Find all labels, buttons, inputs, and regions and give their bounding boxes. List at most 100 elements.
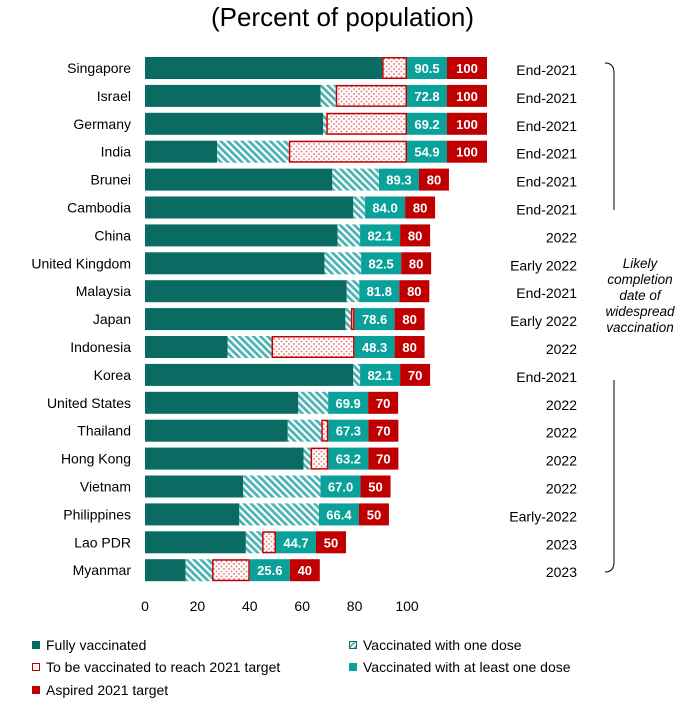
bar-one-dose bbox=[353, 196, 366, 219]
completion-date-label: 2023 bbox=[546, 536, 577, 552]
completion-date-label: End-2021 bbox=[516, 369, 577, 385]
aspired-target-label: 40 bbox=[298, 563, 312, 578]
aspired-target-label: 80 bbox=[402, 340, 416, 355]
bar-one-dose bbox=[323, 112, 327, 135]
category-label: Indonesia bbox=[70, 339, 131, 355]
bar-at-least-one-dose bbox=[360, 224, 401, 247]
vaccination-bar-chart: Singapore 90.5 100 End-2021 Israel 72.8 100 End… bbox=[31, 57, 615, 614]
bar-fully-vaccinated bbox=[145, 112, 324, 135]
bar-one-dose bbox=[287, 419, 322, 442]
completion-date-label: Early 2022 bbox=[510, 313, 577, 329]
bar-aspired-target bbox=[399, 280, 430, 303]
bar-at-least-one-dose bbox=[407, 140, 447, 163]
x-tick-label: 40 bbox=[242, 598, 258, 614]
bar-at-least-one-dose bbox=[320, 475, 361, 498]
bar-aspired-target bbox=[447, 112, 487, 135]
category-label: Thailand bbox=[77, 423, 131, 439]
bar-fully-vaccinated bbox=[145, 57, 383, 79]
bar-at-least-one-dose bbox=[328, 419, 369, 442]
bar-at-least-one-dose bbox=[407, 57, 447, 79]
aspired-target-label: 100 bbox=[456, 89, 478, 104]
x-tick-label: 100 bbox=[395, 598, 419, 614]
bar-aspired-target bbox=[360, 475, 391, 498]
bar-at-least-one-dose bbox=[249, 559, 290, 582]
bar-fully-vaccinated bbox=[145, 531, 246, 554]
completion-date-label: Early 2022 bbox=[510, 257, 577, 273]
category-label: Japan bbox=[93, 311, 131, 327]
aspired-target-label: 80 bbox=[407, 284, 421, 299]
bar-to-be-vaccinated bbox=[271, 336, 355, 358]
aspired-target-label: 70 bbox=[376, 424, 390, 439]
bar-at-least-one-dose bbox=[378, 168, 419, 191]
aspired-target-label: 80 bbox=[427, 173, 441, 188]
bar-at-least-one-dose bbox=[365, 196, 406, 219]
bar-fully-vaccinated bbox=[145, 196, 354, 219]
bar-at-least-one-dose bbox=[354, 308, 395, 331]
bar-fully-vaccinated bbox=[145, 391, 299, 414]
at-least-one-dose-label: 82.1 bbox=[367, 228, 392, 243]
at-least-one-dose-label: 89.3 bbox=[386, 173, 411, 188]
bar-to-be-vaccinated bbox=[212, 559, 250, 582]
category-label: Brunei bbox=[91, 172, 131, 188]
at-least-one-dose-label: 82.5 bbox=[368, 256, 393, 271]
bar-one-dose bbox=[324, 252, 362, 275]
bar-at-least-one-dose bbox=[360, 363, 401, 386]
category-label: Israel bbox=[97, 88, 131, 104]
to-be-vaccinated-swatch bbox=[32, 663, 40, 671]
at-least-one-dose-label: 63.2 bbox=[336, 452, 361, 467]
completion-date-label: 2022 bbox=[546, 453, 577, 469]
category-label: Germany bbox=[73, 116, 131, 132]
completion-date-label: 2022 bbox=[546, 341, 577, 357]
completion-date-label: End-2021 bbox=[516, 285, 577, 301]
bar-one-dose bbox=[332, 168, 379, 191]
bar-aspired-target bbox=[368, 391, 399, 414]
at-least-one-dose-label: 84.0 bbox=[372, 201, 397, 216]
bar-one-dose bbox=[245, 531, 263, 554]
bar-fully-vaccinated bbox=[145, 84, 321, 107]
legend-one-dose: Vaccinated with one dose bbox=[349, 637, 522, 653]
at-least-one-dose-label: 90.5 bbox=[414, 61, 439, 76]
legend-label: Vaccinated with at least one dose bbox=[363, 659, 571, 675]
completion-date-label: End-2021 bbox=[516, 62, 577, 78]
bar-one-dose bbox=[217, 140, 289, 163]
bar-one-dose bbox=[346, 280, 360, 303]
x-tick-label: 20 bbox=[190, 598, 206, 614]
category-label: Singapore bbox=[67, 60, 131, 76]
category-label: India bbox=[101, 144, 132, 160]
aspired-target-label: 70 bbox=[408, 368, 422, 383]
completion-date-label: Early-2022 bbox=[509, 508, 577, 524]
completion-date-label: 2022 bbox=[546, 397, 577, 413]
bar-aspired-target bbox=[400, 224, 431, 247]
legend-at-least-one: Vaccinated with at least one dose bbox=[349, 659, 571, 675]
at-least-one-dose-label: 44.7 bbox=[283, 535, 308, 550]
bar-aspired-target bbox=[401, 252, 432, 275]
completion-date-label: 2022 bbox=[546, 229, 577, 245]
bar-fully-vaccinated bbox=[145, 224, 338, 247]
legend-label: Aspired 2021 target bbox=[46, 682, 169, 698]
at-least-one-dose-label: 81.8 bbox=[367, 284, 392, 299]
bar-aspired-target bbox=[316, 531, 346, 554]
at-least-one-dose-label: 69.9 bbox=[335, 396, 360, 411]
bar-fully-vaccinated bbox=[145, 168, 333, 191]
category-label: China bbox=[94, 227, 131, 243]
fully-vaccinated-swatch bbox=[32, 641, 40, 649]
at-least-one-dose-label: 66.4 bbox=[326, 507, 352, 522]
bar-fully-vaccinated bbox=[145, 559, 186, 582]
bar-fully-vaccinated bbox=[145, 447, 304, 470]
at-least-one-dose-label: 67.3 bbox=[336, 424, 361, 439]
bar-fully-vaccinated bbox=[145, 419, 288, 442]
bar-to-be-vaccinated bbox=[310, 447, 329, 470]
bar-one-dose bbox=[345, 308, 351, 331]
completion-date-label: End-2021 bbox=[516, 146, 577, 162]
bar-one-dose bbox=[243, 475, 321, 498]
bar-one-dose bbox=[239, 503, 319, 526]
at-least-one-dose-label: 72.8 bbox=[414, 89, 439, 104]
bar-aspired-target bbox=[358, 503, 389, 526]
bar-fully-vaccinated bbox=[145, 252, 325, 275]
aspired-target-label: 80 bbox=[402, 312, 416, 327]
bar-aspired-target bbox=[368, 419, 399, 442]
bar-aspired-target bbox=[394, 336, 425, 358]
at-least-one-dose-label: 82.1 bbox=[367, 368, 392, 383]
legend-label: Fully vaccinated bbox=[46, 637, 147, 653]
bar-at-least-one-dose bbox=[318, 503, 359, 526]
